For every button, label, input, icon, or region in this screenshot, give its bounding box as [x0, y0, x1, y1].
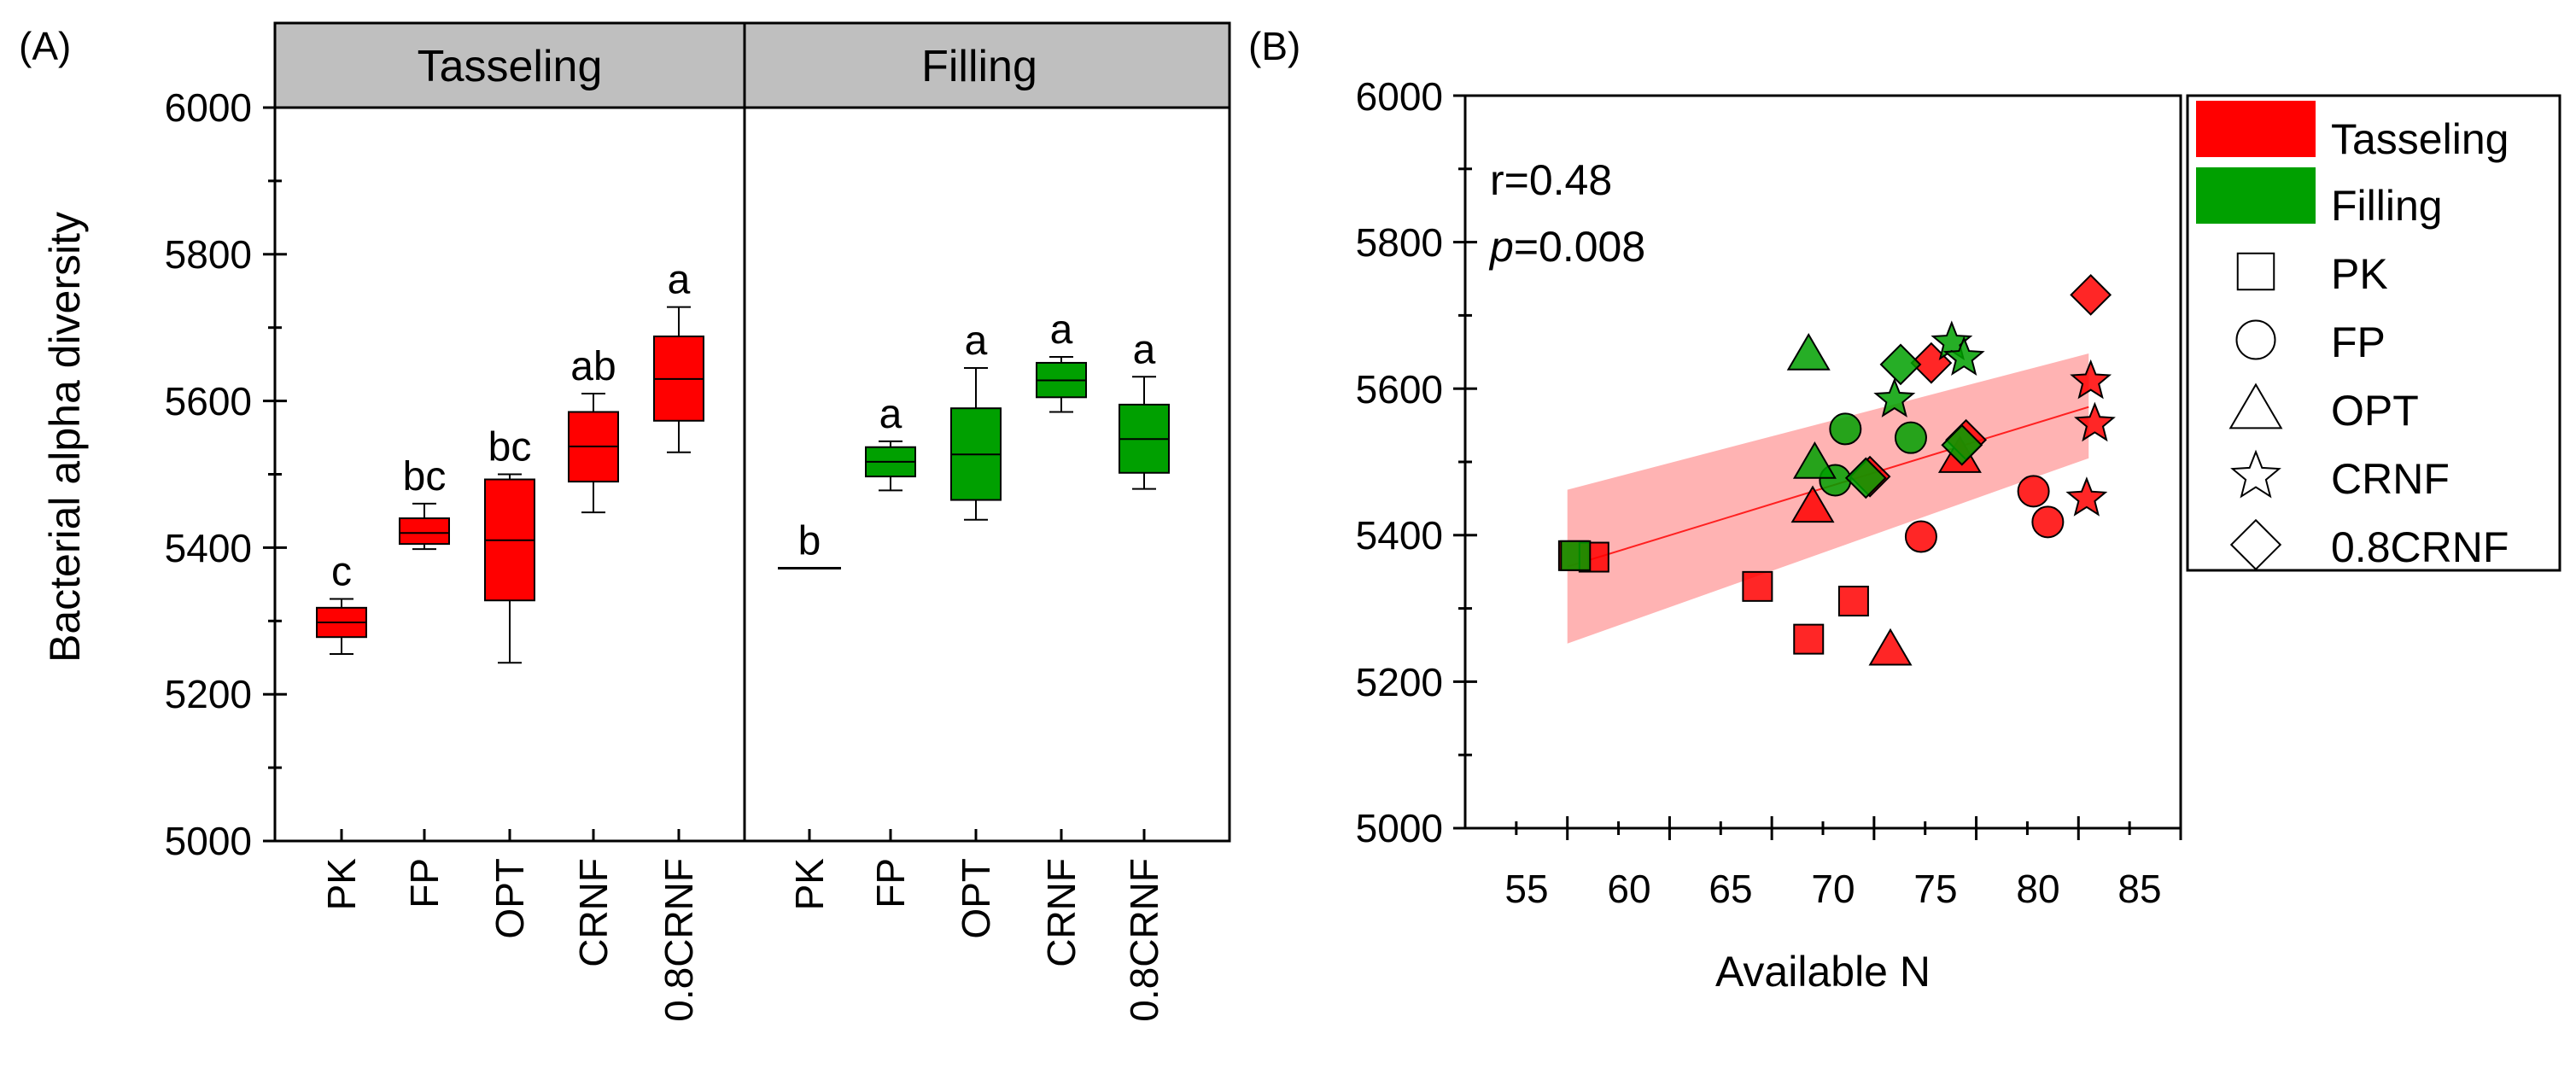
legend-label-filling: Filling	[2331, 182, 2443, 230]
point-tasseling-fp	[2017, 475, 2050, 508]
panel-b: (B) r=0.48 p=0.008 Available N 5000 5200…	[1248, 24, 2182, 996]
point-tasseling-opt	[1868, 628, 1913, 666]
box-tasseling-crnf-letter: ab	[570, 344, 616, 389]
panel-b-ytick-label: 5400	[1356, 513, 1443, 558]
confidence-band	[1567, 353, 2089, 644]
point-filling-0-8crnf	[1879, 343, 1922, 386]
panel-b-ytick-label: 6000	[1356, 74, 1443, 119]
panel-a: (A) Bacterial alpha diversity c PK bc FP bc O…	[19, 21, 1231, 1022]
point-tasseling-pk	[1793, 623, 1825, 655]
stat-r-text: r=0.48	[1490, 156, 1612, 204]
box-tasseling-pk-letter: c	[331, 550, 352, 595]
point-filling-crnf	[1942, 336, 1985, 377]
legend-marker-0-8crnf	[2229, 518, 2282, 571]
legend-swatch-tasseling	[2196, 101, 2316, 157]
legend-swatches	[2196, 101, 2316, 571]
panel-b-xtick-label: 75	[1913, 867, 1957, 911]
box-filling-opt-letter: a	[965, 318, 988, 364]
xtick-label-filling-0-8crnf: 0.8CRNF	[1122, 858, 1166, 1022]
box-tasseling-0-8crnf-letter: a	[668, 258, 691, 303]
facet-header-tasseling: Tasseling	[418, 42, 603, 91]
panel-a-y-axis-title: Bacterial alpha diversity	[41, 212, 89, 663]
panel-b-plot-frame	[1463, 94, 2182, 830]
panel-a-facet-header-bg	[273, 21, 1231, 109]
xtick-label-tasseling-opt: OPT	[488, 858, 532, 939]
panel-b-ytick-label: 5200	[1356, 660, 1443, 704]
legend-label-fp: FP	[2331, 318, 2386, 366]
point-tasseling-opt	[1790, 485, 1835, 523]
legend-label-crnf: CRNF	[2331, 455, 2450, 503]
xtick-label-filling-pk: PK	[787, 858, 832, 911]
point-tasseling-fp	[2031, 505, 2065, 539]
panel-b-xtick-label: 70	[1811, 867, 1855, 911]
point-filling-0-8crnf	[1941, 423, 1983, 466]
panel-b-ytick-label: 5000	[1356, 806, 1443, 850]
box-filling-0-8crnf-letter: a	[1133, 327, 1156, 372]
xtick-label-tasseling-0-8crnf: 0.8CRNF	[657, 858, 701, 1022]
panel-a-ytick-label: 6000	[165, 85, 252, 130]
legend-marker-pk	[2236, 252, 2275, 291]
panel-b-x-axis-title: Available N	[1715, 948, 1931, 996]
legend-marker-opt	[2228, 382, 2283, 429]
panel-a-plot-frame	[273, 106, 1231, 843]
legend-marker-crnf	[2230, 449, 2281, 499]
box-tasseling-fp-letter: bc	[403, 454, 447, 499]
panel-b-xtick-label: 85	[2117, 867, 2161, 911]
legend-label-pk: PK	[2331, 250, 2388, 298]
box-tasseling-opt-letter: bc	[488, 425, 532, 470]
box-filling-crnf-letter: a	[1050, 307, 1073, 353]
xtick-label-filling-fp: FP	[868, 858, 913, 908]
xtick-label-tasseling-fp: FP	[402, 858, 447, 908]
stat-p-value: =0.008	[1514, 223, 1645, 271]
xtick-label-filling-opt: OPT	[954, 858, 998, 939]
panel-a-ytick-label: 5000	[165, 819, 252, 863]
panel-b-ytick-label: 5800	[1356, 220, 1443, 265]
point-filling-fp	[1894, 421, 1927, 454]
point-filling-fp	[1829, 412, 1862, 446]
point-tasseling-crnf	[2074, 401, 2116, 442]
point-tasseling-crnf	[2065, 476, 2108, 517]
panel-b-xtick-label: 80	[2016, 867, 2059, 911]
point-tasseling-crnf	[2070, 359, 2112, 400]
stat-p-label: p	[1488, 223, 1514, 271]
point-filling-0-8crnf	[1844, 457, 1887, 499]
panel-a-ytick-label: 5600	[165, 379, 252, 423]
panel-b-content	[1453, 94, 2182, 840]
point-tasseling-pk	[1742, 570, 1773, 602]
point-filling-crnf	[1873, 377, 1916, 418]
legend: Tasseling Filling PK FP OPT CRNF 0.8CRNF	[2186, 94, 2561, 572]
legend-marker-fp	[2235, 319, 2276, 360]
point-filling-pk	[1560, 540, 1592, 571]
xtick-label-tasseling-pk: PK	[319, 858, 364, 911]
legend-label-0-8crnf: 0.8CRNF	[2331, 523, 2509, 571]
stat-p-text: p=0.008	[1488, 223, 1645, 271]
panel-b-xtick-label: 55	[1504, 867, 1548, 911]
panel-a-ytick-label: 5800	[165, 232, 252, 277]
panel-b-xtick-label: 60	[1607, 867, 1650, 911]
panel-b-label: (B)	[1248, 24, 1300, 68]
legend-swatch-filling	[2196, 167, 2316, 224]
point-tasseling-0-8crnf	[2070, 273, 2112, 316]
legend-label-tasseling: Tasseling	[2331, 115, 2509, 163]
point-tasseling-pk	[1837, 586, 1869, 617]
panel-b-xtick-label: 65	[1709, 867, 1752, 911]
box-tasseling-fp	[399, 517, 450, 546]
facet-header-filling: Filling	[921, 42, 1037, 91]
point-tasseling-fp	[1904, 520, 1937, 553]
panel-a-ytick-label: 5400	[165, 526, 252, 570]
point-filling-opt	[1786, 333, 1831, 371]
panel-b-ytick-label: 5600	[1356, 367, 1443, 412]
box-filling-fp-letter: a	[879, 392, 902, 437]
point-filling-opt	[1792, 441, 1837, 479]
xtick-label-filling-crnf: CRNF	[1039, 858, 1084, 967]
xtick-label-tasseling-crnf: CRNF	[571, 858, 616, 967]
panel-a-ytick-label: 5200	[165, 672, 252, 716]
panel-a-content: c PK bc FP bc OPT ab CRNF a 0.8CRNF b PK a FP a OPT a CRN…	[263, 106, 1170, 1022]
panel-a-label: (A)	[19, 24, 71, 68]
legend-label-opt: OPT	[2331, 387, 2419, 435]
box-filling-pk-letter: b	[798, 518, 821, 564]
